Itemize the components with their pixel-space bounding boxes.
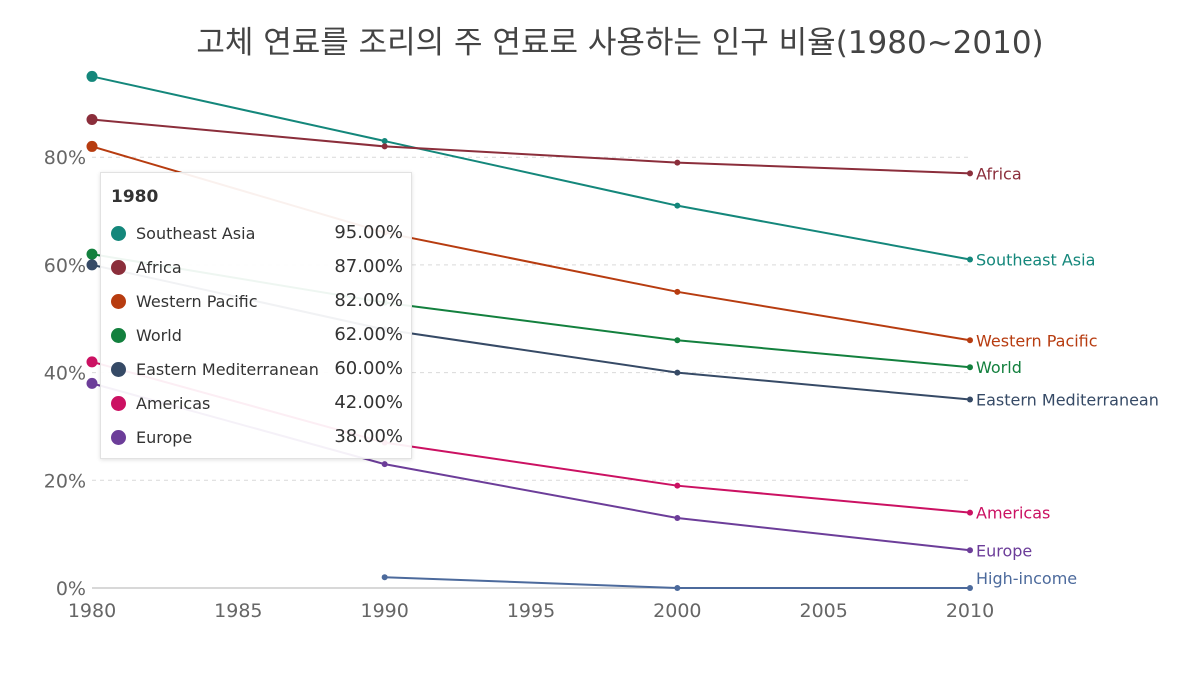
data-point[interactable] [86,259,98,271]
data-point[interactable] [967,509,973,516]
data-point[interactable] [86,70,98,82]
tooltip-series-name: Western Pacific [136,292,258,311]
tooltip-series-name: World [136,326,182,345]
legend-dot-icon [111,430,126,445]
tooltip-row-world: World 62.00% [111,324,403,350]
x-tick-label: 2005 [799,600,847,622]
series-end-label: Europe [976,541,1032,560]
x-tick-label: 1980 [68,600,116,622]
data-point[interactable] [967,256,973,263]
data-point[interactable] [967,170,973,177]
series-end-label: Southeast Asia [976,251,1095,270]
series-end-label: Americas [976,504,1050,523]
chart-title: 고체 연료를 조리의 주 연료로 사용하는 인구 비율(1980~2010) [196,25,1043,61]
data-point[interactable] [86,248,98,260]
series-line-africa[interactable] [91,118,971,175]
tooltip-row-europe: Europe 38.00% [111,426,403,452]
data-point[interactable] [967,547,973,554]
tooltip-row-eastern-mediterranean: Eastern Mediterranean 60.00% [111,358,403,384]
legend-dot-icon [111,294,126,309]
tooltip-row-southeast-asia: Southeast Asia 95.00% [111,222,403,248]
series-end-label: World [976,358,1022,377]
series-high-income[interactable] [381,574,973,591]
data-point[interactable] [674,482,681,489]
tooltip-series-value: 38.00% [334,426,403,447]
tooltip-series-name: Southeast Asia [136,224,256,243]
data-point[interactable] [967,364,973,371]
data-point[interactable] [967,396,973,403]
tooltip-series-value: 62.00% [334,324,403,345]
tooltip-series-value: 87.00% [334,256,403,277]
tooltip-row-africa: Africa 87.00% [111,256,403,282]
data-point[interactable] [674,514,681,521]
y-tick-label: 40% [44,363,86,385]
data-point[interactable] [674,202,681,209]
data-point[interactable] [967,585,973,591]
x-tick-label: 1995 [507,600,555,622]
tooltip-series-name: Americas [136,394,211,413]
legend-dot-icon [111,260,126,275]
data-point[interactable] [674,159,681,166]
data-point[interactable] [381,461,388,468]
tooltip-series-value: 60.00% [334,358,403,379]
data-point[interactable] [86,114,98,126]
tooltip-year: 1980 [111,187,159,207]
tooltip-series-name: Eastern Mediterranean [136,360,319,379]
tooltip-series-value: 95.00% [334,222,403,243]
data-point[interactable] [86,140,98,152]
axes: 0% 20% 40% 60% 80% 1980 1985 1990 1995 2000 2005 20… [44,147,994,622]
data-point[interactable] [674,585,681,591]
data-point[interactable] [674,337,681,344]
x-tick-label: 2000 [653,600,701,622]
data-point[interactable] [381,138,388,145]
y-tick-label: 80% [44,147,86,169]
tooltip-row-americas: Americas 42.00% [111,392,403,418]
x-tick-label: 1985 [214,600,262,622]
series-line-southeast-asia[interactable] [91,75,971,261]
data-point[interactable] [674,369,681,376]
series-end-label: Africa [976,164,1022,183]
series-end-label: High-income [976,569,1077,588]
hover-tooltip: 1980 Southeast Asia 95.00% Africa 87.00% Wes… [100,172,412,459]
series-southeast-asia[interactable] [86,70,974,263]
series-end-labels: Southeast Asia Africa Western Pacific World… [976,164,1159,588]
legend-dot-icon [111,226,126,241]
tooltip-series-value: 82.00% [334,290,403,311]
data-point[interactable] [674,288,681,295]
legend-dot-icon [111,396,126,411]
data-point[interactable] [967,337,973,344]
y-tick-label: 0% [56,578,86,600]
data-point[interactable] [86,356,98,368]
x-tick-label: 2010 [946,600,994,622]
legend-dot-icon [111,328,126,343]
tooltip-series-name: Europe [136,428,193,447]
y-tick-label: 60% [44,255,86,277]
y-tick-label: 20% [44,470,86,492]
x-tick-label: 1990 [360,600,408,622]
tooltip-series-name: Africa [136,258,182,277]
tooltip-row-western-pacific: Western Pacific 82.00% [111,290,403,316]
series-end-label: Eastern Mediterranean [976,391,1159,410]
series-africa[interactable] [86,114,974,177]
legend-dot-icon [111,362,126,377]
tooltip-series-value: 42.00% [334,392,403,413]
series-end-label: Western Pacific [976,331,1098,350]
data-point[interactable] [86,377,98,389]
data-point[interactable] [381,574,388,581]
data-point[interactable] [381,143,388,150]
